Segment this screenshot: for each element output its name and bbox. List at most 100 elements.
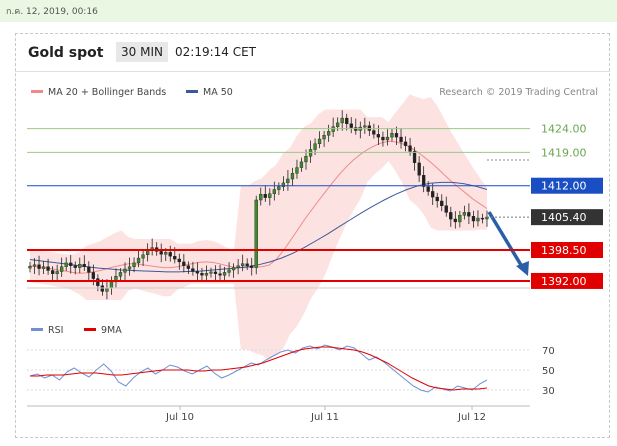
candle-body xyxy=(159,251,163,255)
candle-body xyxy=(78,264,82,268)
candle-body xyxy=(417,162,421,176)
ma50-legend-label: MA 50 xyxy=(203,87,233,98)
candle-body xyxy=(164,252,168,255)
candle-body xyxy=(336,122,340,127)
candle-body xyxy=(440,200,444,207)
candle-body xyxy=(218,273,222,276)
level-label-1419.00: 1419.00 xyxy=(541,146,587,159)
candle-body xyxy=(453,218,457,223)
ma50-line xyxy=(29,181,488,273)
ma9-legend-label: 9MA xyxy=(101,325,122,336)
level-label-1392.00: 1392.00 xyxy=(541,275,587,288)
candle-body xyxy=(96,278,100,286)
candle-body xyxy=(431,191,435,198)
time-tick-label: Jul 12 xyxy=(457,412,486,423)
candle-body xyxy=(444,205,448,213)
candle-body xyxy=(403,141,408,146)
candle-body xyxy=(64,262,68,267)
candle-body xyxy=(304,155,308,163)
candle-body xyxy=(200,273,204,276)
candle-body xyxy=(141,254,145,259)
candle-body xyxy=(317,138,322,145)
candle-body xyxy=(277,186,281,190)
candle-body xyxy=(240,263,245,266)
candle-body xyxy=(313,143,317,150)
ma20-legend-label: MA 20 + Bollinger Bands xyxy=(48,87,166,98)
candle-body xyxy=(345,117,349,124)
price-levels: 1424.00 1419.00 1412.00 1405.40 1398.50 1392.… xyxy=(27,123,603,289)
candle-body xyxy=(299,161,304,168)
level-tag-1412.00 xyxy=(531,177,603,194)
candle-body xyxy=(435,196,439,202)
rsi-plot: 70 50 30 xyxy=(27,344,555,397)
candle-body xyxy=(236,265,240,268)
candle-body xyxy=(259,194,263,201)
rsi-tick-30: 30 xyxy=(542,386,555,397)
bollinger-band xyxy=(30,94,487,361)
level-label-1405.40: 1405.40 xyxy=(541,211,587,224)
candle-body xyxy=(168,252,172,257)
forecast-arrowhead xyxy=(516,261,529,276)
candle-body xyxy=(295,167,299,174)
candle-body xyxy=(204,273,209,276)
credit-text: Research © 2019 Trading Central xyxy=(439,87,598,98)
candle-body xyxy=(132,262,136,267)
candle-body xyxy=(268,193,272,198)
candle-body xyxy=(363,125,367,128)
rsi-legend: RSI 9MA xyxy=(31,325,122,336)
candle-body xyxy=(87,266,91,273)
candle-body xyxy=(480,217,485,220)
candle-body xyxy=(109,281,114,289)
candle-body xyxy=(177,258,181,263)
candle-body xyxy=(32,264,37,267)
candle-body xyxy=(381,136,385,141)
rsi-line xyxy=(29,344,488,393)
candle-body xyxy=(471,215,476,222)
rsi-tick-50: 50 xyxy=(542,366,555,377)
candle-body xyxy=(390,133,394,138)
candle-body xyxy=(422,174,426,187)
candle-body xyxy=(118,272,123,277)
candle-body xyxy=(327,131,331,136)
candle-body xyxy=(73,265,77,268)
candle-body xyxy=(245,263,249,266)
time-tick-label: Jul 11 xyxy=(310,412,339,423)
rsi-tick-70: 70 xyxy=(542,346,555,357)
candle-body xyxy=(100,285,105,292)
candle-body xyxy=(322,134,326,140)
candle-body xyxy=(372,130,376,135)
candle-body xyxy=(28,266,32,269)
candle-body xyxy=(263,194,267,198)
rsi-legend-label: RSI xyxy=(48,325,63,336)
candle-body xyxy=(91,272,96,279)
ma9-legend-swatch xyxy=(84,328,96,331)
candle-body xyxy=(136,257,141,264)
candle-body xyxy=(340,117,344,124)
candle-body xyxy=(222,272,227,276)
candle-body xyxy=(182,261,186,266)
candle-body xyxy=(69,262,73,266)
candle-body xyxy=(227,269,231,273)
instrument-title: Gold spot xyxy=(28,45,104,61)
candle-body xyxy=(173,256,177,260)
candle-body xyxy=(399,136,403,143)
candle-body xyxy=(37,264,41,269)
rsi-legend-swatch xyxy=(31,328,43,331)
candle-body xyxy=(290,173,295,180)
candle-body xyxy=(209,271,213,274)
candle-body xyxy=(412,151,417,163)
candle-body xyxy=(272,189,276,195)
clock-time: 02:19:14 CET xyxy=(175,45,256,59)
candle-body xyxy=(41,266,46,269)
level-tag-1398.50 xyxy=(531,242,603,258)
main-legend: MA 20 + Bollinger Bands MA 50 Research ©… xyxy=(31,87,598,98)
timeframe-badge[interactable]: 30 MIN xyxy=(116,42,168,62)
candle-body xyxy=(426,186,430,192)
header-divider xyxy=(15,71,610,72)
price-plot xyxy=(28,94,489,361)
candle-body xyxy=(462,212,466,216)
candle-body xyxy=(60,266,64,272)
candle-body xyxy=(213,271,218,274)
level-label-1412.00: 1412.00 xyxy=(541,180,587,193)
candle-body xyxy=(385,136,390,141)
